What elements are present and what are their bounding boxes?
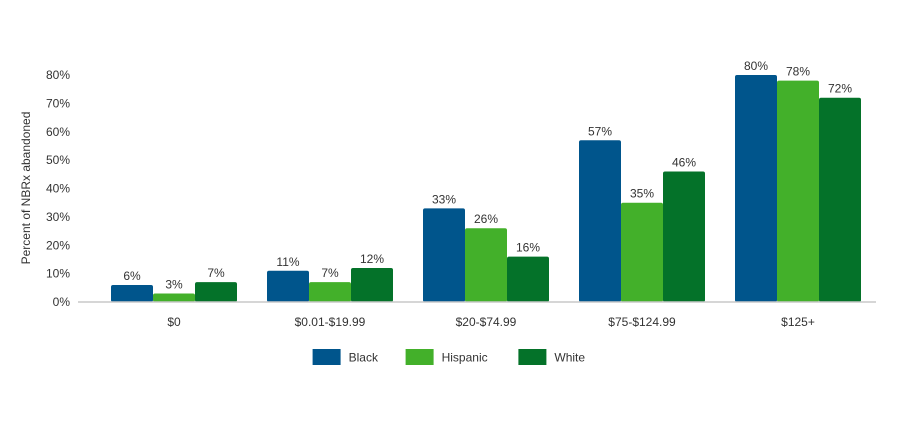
data-label: 33% — [432, 192, 456, 206]
y-axis-title: Percent of NBRx abandoned — [19, 112, 33, 265]
x-tick-label: $125+ — [781, 315, 815, 329]
data-label: 80% — [744, 59, 768, 73]
bar-black-4 — [735, 75, 777, 302]
y-tick-label: 40% — [46, 182, 70, 196]
y-tick-label: 60% — [46, 125, 70, 139]
data-labels-group: 6% 3% 7% 11% 7% 12% 33% 26% 16% 57% 35% 46% 80% 78% 72… — [123, 59, 852, 291]
data-label: 46% — [672, 155, 696, 169]
data-label: 16% — [516, 241, 540, 255]
bar-hispanic-2 — [465, 228, 507, 302]
bar-white-2 — [507, 256, 549, 302]
y-tick-label: 70% — [46, 96, 70, 110]
bars-group — [111, 75, 861, 302]
legend-swatch-black — [312, 349, 341, 365]
bar-black-1 — [267, 270, 309, 302]
bar-hispanic-3 — [621, 202, 663, 302]
bar-hispanic-0 — [153, 293, 195, 302]
legend-swatch-hispanic — [405, 349, 434, 365]
x-axis: $0 $0.01-$19.99 $20-$74.99 $75-$124.99 $125+ — [167, 315, 815, 329]
data-label: 7% — [207, 266, 225, 280]
legend-label-hispanic: Hispanic — [442, 351, 488, 365]
data-label: 72% — [828, 82, 852, 96]
bar-black-2 — [423, 208, 465, 302]
data-label: 78% — [786, 65, 810, 79]
bar-black-0 — [111, 284, 153, 302]
legend: Black Hispanic White — [312, 349, 585, 365]
data-label: 35% — [630, 187, 654, 201]
y-tick-label: 0% — [53, 295, 71, 309]
x-tick-label: $0.01-$19.99 — [295, 315, 366, 329]
y-tick-label: 50% — [46, 153, 70, 167]
x-tick-label: $20-$74.99 — [456, 315, 517, 329]
y-tick-label: 30% — [46, 210, 70, 224]
data-label: 26% — [474, 212, 498, 226]
y-tick-label: 10% — [46, 267, 70, 281]
data-label: 3% — [165, 277, 183, 291]
data-label: 7% — [321, 266, 339, 280]
legend-swatch-white — [518, 349, 547, 365]
bar-black-3 — [579, 140, 621, 302]
data-label: 57% — [588, 124, 612, 138]
bar-hispanic-1 — [309, 282, 351, 302]
bar-white-1 — [351, 267, 393, 302]
bar-hispanic-4 — [777, 80, 819, 302]
y-tick-label: 80% — [46, 68, 70, 82]
data-label: 11% — [276, 255, 299, 269]
y-axis: 0% 10% 20% 30% 40% 50% 60% 70% 80% — [46, 68, 70, 309]
bar-white-3 — [663, 171, 705, 302]
x-tick-label: $0 — [167, 315, 181, 329]
legend-label-black: Black — [349, 351, 379, 365]
data-label: 12% — [360, 252, 384, 266]
bar-white-0 — [195, 282, 237, 302]
data-label: 6% — [123, 269, 141, 283]
legend-label-white: White — [554, 351, 585, 365]
x-tick-label: $75-$124.99 — [608, 315, 676, 329]
y-tick-label: 20% — [46, 238, 70, 252]
bar-white-4 — [819, 97, 861, 302]
